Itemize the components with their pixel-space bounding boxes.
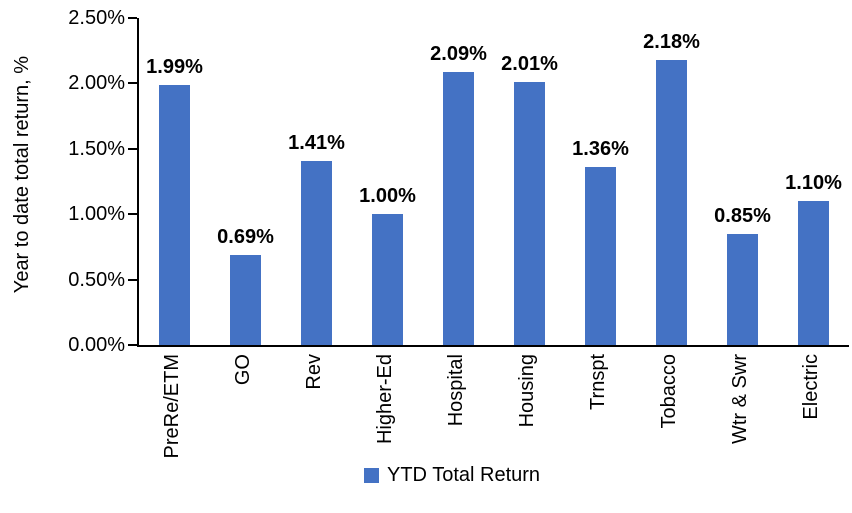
bar	[514, 82, 545, 345]
legend-swatch-icon	[364, 468, 379, 483]
bar-data-label: 0.69%	[217, 225, 274, 248]
y-tick-label: 0.50%	[68, 268, 125, 291]
y-axis-tick	[128, 82, 137, 85]
y-tick-label: 1.00%	[68, 203, 125, 226]
plot-area: 1.99% 0.69% 1.41% 1.00% 2.09% 2.01% 1.36% 2.18%…	[128, 17, 849, 347]
bar-data-label: 1.00%	[359, 185, 416, 208]
bar-data-label: 1.10%	[785, 172, 842, 195]
category-label: Higher-Ed	[373, 354, 396, 445]
bar-data-label: 2.09%	[430, 42, 487, 65]
legend-label: YTD Total Return	[387, 464, 541, 486]
bar-data-label: 1.99%	[146, 55, 203, 78]
y-tick-label: 2.50%	[68, 7, 125, 29]
category-label: Trnspt	[586, 354, 609, 410]
bar	[159, 84, 190, 345]
y-tick-label: 1.50%	[68, 137, 125, 160]
category-label: Rev	[302, 354, 325, 390]
bar	[585, 167, 616, 345]
y-tick-label: 2.00%	[68, 72, 125, 95]
category-label: Hospital	[444, 354, 467, 427]
bar	[443, 71, 474, 345]
y-axis-tick	[128, 344, 137, 346]
category-label: GO	[231, 354, 254, 386]
bar	[798, 201, 829, 345]
bar-data-label: 1.41%	[288, 131, 345, 154]
bar	[727, 233, 758, 345]
category-label: Electric	[799, 354, 822, 420]
y-tick-label: 0.00%	[68, 334, 125, 356]
y-axis-tick	[128, 278, 137, 281]
bar-data-label: 2.01%	[501, 53, 558, 76]
bar	[301, 160, 332, 345]
y-axis-tick	[128, 17, 137, 19]
bar-data-label: 2.18%	[643, 30, 700, 53]
category-label: Tobacco	[657, 354, 680, 429]
category-label: Wtr & Swr	[728, 354, 751, 444]
bar	[372, 214, 403, 345]
y-axis-tick	[128, 147, 137, 150]
bar-data-label: 1.36%	[572, 138, 629, 161]
category-label: PreRe/ETM	[160, 354, 183, 459]
bar	[656, 59, 687, 345]
y-axis-tick	[128, 213, 137, 216]
category-label: Housing	[515, 354, 538, 428]
bar-data-label: 0.85%	[714, 204, 771, 227]
bar	[230, 254, 261, 345]
legend: YTD Total Return	[364, 464, 540, 487]
